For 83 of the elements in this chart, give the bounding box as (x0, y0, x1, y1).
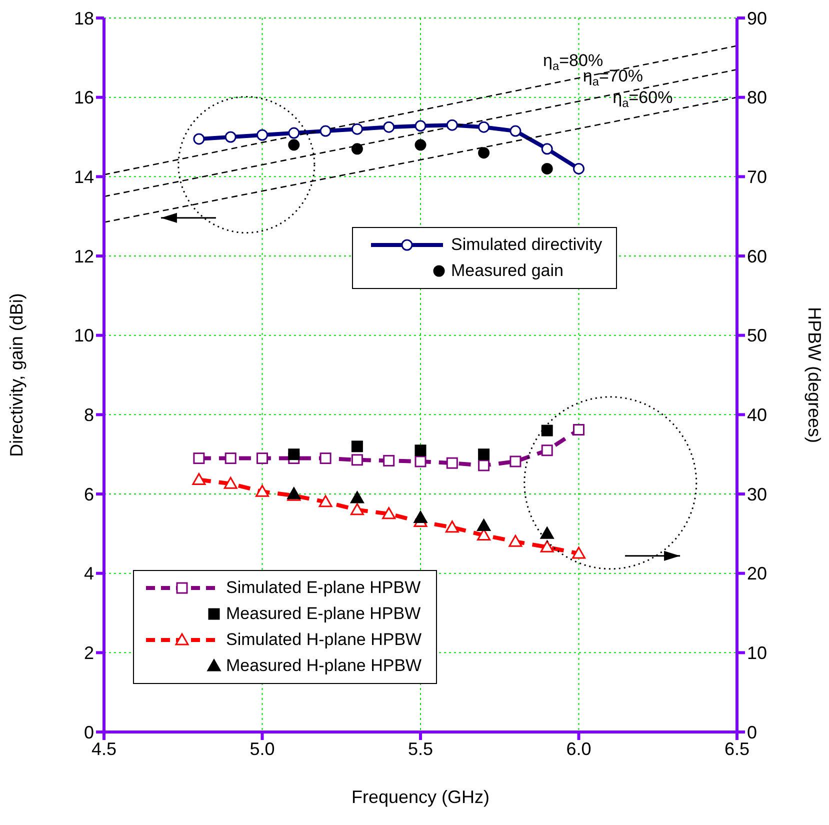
y-axis-title: Directivity, gain (dBi) (6, 293, 26, 457)
y-tick-label: 14 (74, 167, 94, 188)
point (446, 119, 458, 131)
point (573, 424, 584, 436)
legend-label: Measured gain (451, 261, 564, 281)
point (445, 520, 459, 533)
y2-tick-label: 80 (747, 88, 768, 108)
point (414, 120, 426, 132)
point (193, 452, 205, 464)
point (414, 456, 426, 468)
x-tick-label: 5.5 (408, 738, 434, 759)
point (224, 131, 236, 143)
y-tick-label: 2 (84, 643, 94, 664)
point (508, 534, 522, 547)
point (288, 127, 300, 139)
point (477, 518, 491, 531)
legend-label: Simulated directivity (451, 235, 602, 255)
point (288, 139, 300, 151)
point (350, 491, 364, 504)
point (351, 143, 363, 155)
point (510, 125, 522, 137)
y2-tick-label: 30 (747, 484, 768, 504)
point (320, 452, 332, 464)
point (414, 444, 426, 456)
point (414, 139, 426, 151)
point (351, 123, 363, 135)
y-tick-label: 6 (84, 484, 94, 504)
point (382, 507, 396, 520)
legend-label: Measured H-plane HPBW (226, 656, 422, 676)
legend-label: Simulated H-plane HPBW (226, 630, 422, 650)
y-tick-label: 8 (84, 405, 94, 426)
y2-tick-label: 20 (747, 564, 768, 584)
point (320, 125, 332, 137)
point (478, 147, 490, 159)
point (256, 484, 269, 497)
x-tick-label: 6.0 (566, 738, 592, 759)
y2-tick-label: 60 (747, 246, 768, 266)
point (573, 162, 584, 174)
y2-tick-label: 40 (747, 405, 768, 426)
series-label: η$_{a}$=80% (543, 51, 604, 73)
point (351, 440, 363, 452)
point (540, 526, 554, 539)
y-tick-label: 16 (74, 88, 94, 108)
point (256, 129, 268, 141)
x-axis-title: Frequency (GHz) (351, 787, 490, 807)
y-tick-label: 4 (84, 564, 94, 584)
point (446, 457, 458, 469)
point (288, 448, 300, 460)
point (478, 448, 490, 460)
legend-label: Measured E-plane HPBW (226, 604, 421, 624)
legend-label: Simulated E-plane HPBW (226, 578, 421, 598)
x-tick-label: 4.5 (91, 738, 117, 759)
point (541, 444, 553, 456)
point (256, 452, 268, 464)
y2-tick-label: 50 (747, 326, 768, 346)
point (541, 143, 553, 155)
y-tick-label: 10 (74, 326, 94, 346)
y2-tick-label: 0 (747, 722, 758, 742)
point (193, 133, 205, 145)
point (541, 162, 553, 174)
point (192, 472, 206, 485)
x-tick-label: 6.5 (724, 738, 750, 759)
y-tick-label: 18 (74, 8, 94, 28)
y2-tick-label: 70 (747, 167, 768, 188)
point (224, 452, 236, 464)
point (383, 454, 395, 466)
point (351, 454, 363, 466)
point (414, 511, 428, 524)
y-tick-label: 12 (74, 246, 94, 266)
point (572, 546, 586, 559)
point (510, 456, 522, 468)
point (318, 495, 332, 508)
y-tick-label: 0 (84, 722, 94, 742)
point (478, 460, 490, 472)
point (478, 121, 490, 133)
x-tick-label: 5.0 (250, 738, 275, 759)
y2-tick-label: 10 (747, 643, 768, 664)
point (350, 503, 364, 516)
point (224, 476, 238, 489)
point (541, 424, 553, 436)
point (383, 121, 395, 133)
y2-tick-label: 90 (747, 8, 768, 28)
point (540, 540, 554, 552)
